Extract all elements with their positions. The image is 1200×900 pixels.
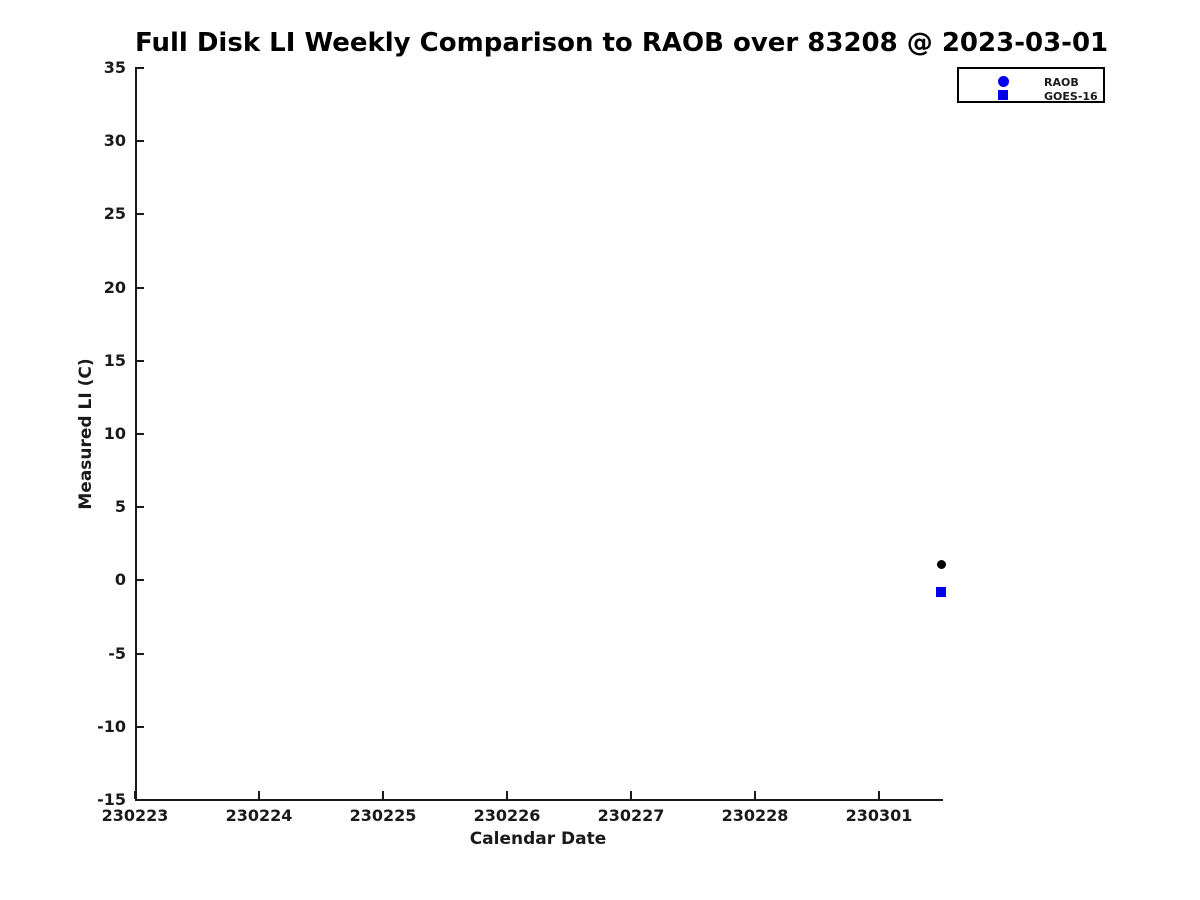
y-tick-mark	[137, 213, 144, 216]
x-tick-label: 230227	[597, 806, 665, 825]
x-tick-mark	[754, 791, 756, 799]
raob-data-point	[936, 559, 946, 569]
raob-legend-marker-circle-icon	[998, 76, 1009, 87]
x-tick-mark	[134, 791, 136, 799]
goes16-data-point	[936, 587, 946, 598]
y-tick-label: 10	[103, 424, 126, 443]
y-tick-mark	[137, 140, 144, 143]
y-tick-mark	[137, 579, 144, 582]
x-tick-label: 230224	[225, 806, 293, 825]
legend-label-goes16: GOES-16	[1044, 90, 1098, 103]
y-tick-label: 30	[103, 131, 126, 151]
y-tick-label: -15	[97, 790, 126, 809]
y-tick-label: 20	[103, 277, 126, 297]
y-tick-mark	[137, 725, 144, 728]
y-tick-mark	[137, 799, 144, 801]
y-tick-mark	[137, 67, 144, 69]
y-tick-mark	[137, 506, 144, 509]
legend: RAOB GOES-16	[957, 67, 1105, 103]
x-tick-mark	[382, 791, 384, 799]
x-tick-label: 230301	[845, 806, 913, 825]
legend-label-raob: RAOB	[1044, 76, 1079, 89]
y-axis-spine	[135, 67, 137, 801]
y-tick-mark	[137, 359, 144, 362]
x-tick-label: 230225	[349, 806, 417, 825]
x-tick-label: 230226	[473, 806, 541, 825]
y-tick-label: 0	[114, 570, 126, 590]
y-tick-label: 15	[103, 350, 126, 370]
goes16-legend-marker-square-icon	[998, 90, 1008, 100]
x-tick-label: 230228	[721, 806, 789, 825]
y-tick-label: 5	[114, 497, 126, 517]
y-tick-label: -5	[108, 643, 126, 663]
x-axis-spine	[135, 799, 943, 801]
x-tick-mark	[258, 791, 260, 799]
y-tick-mark	[137, 652, 144, 655]
y-tick-mark	[137, 433, 144, 435]
x-tick-label: 230223	[101, 806, 169, 825]
y-tick-mark	[137, 286, 144, 289]
x-tick-mark	[506, 791, 508, 799]
y-tick-label: 25	[103, 204, 126, 224]
x-tick-mark	[878, 791, 880, 799]
y-tick-label: -10	[97, 716, 126, 736]
x-tick-mark	[630, 791, 632, 799]
x-axis-label: Calendar Date	[469, 829, 607, 849]
y-tick-label: 35	[103, 58, 126, 77]
